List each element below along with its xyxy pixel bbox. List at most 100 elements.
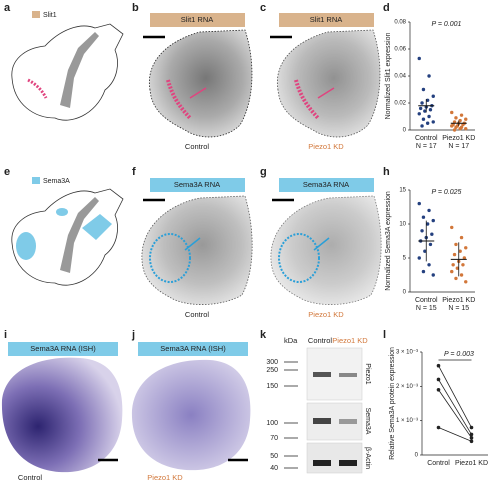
data-point bbox=[431, 94, 435, 98]
image-caption: Control bbox=[18, 473, 43, 482]
pair-line bbox=[438, 389, 472, 439]
legend-label: Slit1 bbox=[43, 12, 57, 19]
panel-label: e bbox=[4, 166, 10, 178]
panel-label: h bbox=[383, 166, 390, 178]
data-point bbox=[459, 113, 464, 117]
data-point bbox=[452, 128, 457, 132]
expression-zone bbox=[56, 208, 68, 216]
data-point bbox=[459, 273, 464, 277]
brain-outline bbox=[11, 23, 124, 121]
y-axis-label: Relative Sema3A protein expression bbox=[389, 347, 396, 460]
data-point bbox=[427, 114, 431, 119]
panel-label: d bbox=[383, 2, 390, 14]
micrograph: Sema3A RNA (ISH) Piezo1 KD bbox=[131, 342, 251, 482]
data-point bbox=[458, 249, 462, 253]
data-point bbox=[420, 101, 424, 105]
lane-label: Control bbox=[308, 336, 333, 345]
image-title: Sema3A RNA bbox=[174, 180, 220, 189]
n-label: N = 15 bbox=[448, 305, 469, 312]
data-point bbox=[461, 263, 465, 267]
image-title: Sema3A RNA (ISH) bbox=[30, 344, 96, 353]
data-point bbox=[469, 439, 474, 444]
image-caption: Piezo1 KD bbox=[308, 310, 344, 319]
expression-zone bbox=[16, 232, 36, 260]
data-point bbox=[436, 377, 441, 382]
panel-label: b bbox=[132, 2, 139, 14]
data-point bbox=[450, 225, 454, 230]
pair-line bbox=[438, 365, 472, 428]
data-point bbox=[417, 201, 421, 206]
x-tick-label: Control bbox=[427, 460, 450, 467]
brain-outline bbox=[11, 188, 124, 286]
pair-line bbox=[438, 427, 472, 442]
brain-region bbox=[60, 32, 99, 108]
data-point bbox=[425, 98, 430, 103]
data-point bbox=[458, 126, 462, 131]
x-tick-label: Piezo1 KD bbox=[442, 297, 475, 304]
y-tick-label: 2 × 10⁻³ bbox=[396, 384, 418, 390]
data-point bbox=[450, 124, 454, 128]
marker-label: 250 bbox=[266, 367, 278, 374]
brain-region bbox=[60, 197, 99, 273]
marker-label: 70 bbox=[270, 435, 278, 442]
data-point bbox=[420, 124, 424, 128]
data-point bbox=[420, 229, 424, 233]
data-point bbox=[425, 222, 430, 226]
micrograph: Sema3A RNA Piezo1 KD bbox=[270, 178, 382, 319]
annotation: P = 0.001 bbox=[432, 21, 462, 28]
annotation: P = 0.003 bbox=[444, 351, 474, 358]
x-tick-label: Control bbox=[415, 297, 438, 304]
lane-label: Piezo1 KD bbox=[332, 336, 368, 345]
data-point bbox=[459, 235, 464, 240]
data-point bbox=[469, 432, 474, 437]
data-point bbox=[421, 269, 426, 274]
data-point bbox=[427, 208, 431, 213]
y-tick-label: 1 × 10⁻³ bbox=[396, 418, 418, 424]
panel-label: c bbox=[260, 2, 266, 14]
protein-label: β-Actin bbox=[364, 447, 371, 469]
panel-label: i bbox=[4, 329, 7, 341]
panel-label: l bbox=[383, 329, 386, 341]
image-title: Sema3A RNA bbox=[303, 180, 349, 189]
protein-label: Sema3A bbox=[364, 408, 371, 435]
y-tick-label: 0.04 bbox=[394, 74, 406, 80]
data-point bbox=[450, 269, 454, 274]
image-title: Slit1 RNA bbox=[310, 15, 343, 24]
y-tick-label: 0 bbox=[403, 290, 407, 296]
expression-zone bbox=[82, 214, 112, 240]
annotation: P = 0.025 bbox=[432, 189, 462, 196]
data-point bbox=[421, 117, 426, 121]
y-tick-label: 0 bbox=[415, 453, 419, 459]
data-point bbox=[427, 74, 431, 78]
protein-label: Piezo1 bbox=[364, 363, 371, 385]
micrograph: Slit1 RNA Control bbox=[143, 13, 253, 151]
legend-swatch bbox=[32, 11, 40, 18]
data-point bbox=[464, 117, 468, 121]
micrograph: Sema3A RNA (ISH) Control bbox=[1, 342, 123, 482]
data-point bbox=[423, 249, 427, 253]
y-tick-label: 0 bbox=[403, 128, 407, 134]
data-point bbox=[469, 436, 474, 440]
data-point bbox=[462, 256, 467, 260]
image-caption: Piezo1 KD bbox=[147, 473, 183, 482]
marker-label: 100 bbox=[266, 420, 278, 427]
data-point bbox=[431, 273, 435, 277]
panel-label: k bbox=[260, 329, 267, 341]
y-tick-label: 0.06 bbox=[394, 47, 406, 53]
n-label: N = 17 bbox=[448, 143, 469, 150]
data-point bbox=[418, 106, 423, 111]
data-point bbox=[458, 118, 462, 123]
image-caption: Control bbox=[185, 310, 210, 319]
panel-label: g bbox=[260, 166, 267, 178]
image-caption: Piezo1 KD bbox=[308, 142, 344, 151]
x-tick-label: Piezo1 KD bbox=[442, 135, 475, 142]
y-tick-label: 5 bbox=[403, 256, 407, 262]
y-axis-label: Normalized Sema3A expression bbox=[385, 191, 392, 291]
legend-swatch bbox=[32, 177, 40, 184]
data-point bbox=[428, 108, 433, 112]
data-point bbox=[454, 242, 458, 247]
data-point bbox=[454, 116, 458, 120]
data-point bbox=[431, 218, 435, 223]
